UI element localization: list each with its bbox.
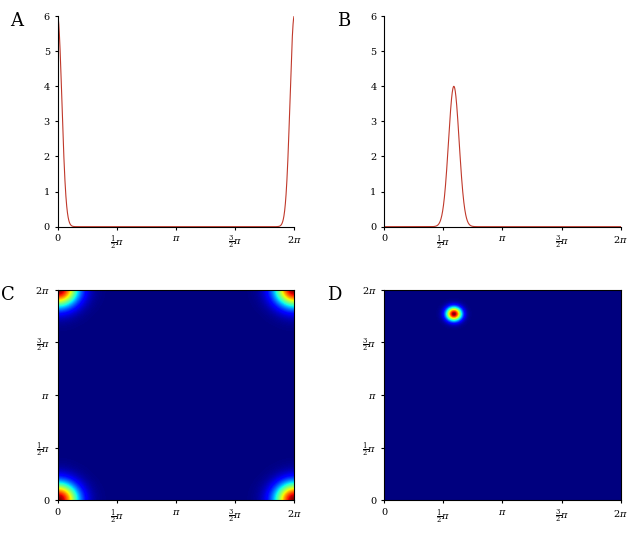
Text: C: C xyxy=(1,286,15,303)
Text: A: A xyxy=(10,12,23,30)
Text: D: D xyxy=(328,286,342,303)
Text: B: B xyxy=(337,12,350,30)
